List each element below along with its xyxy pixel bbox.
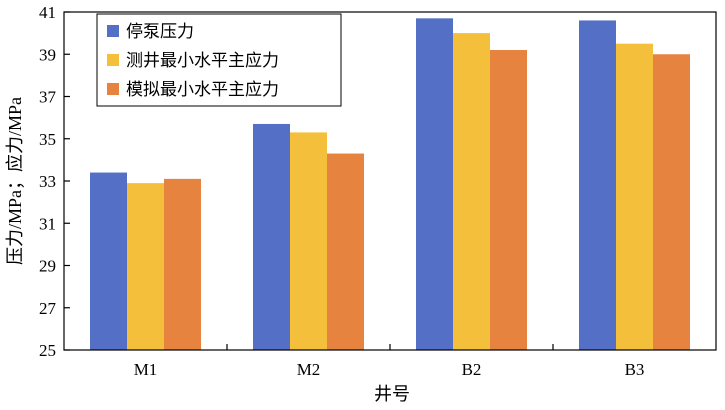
y-tick-label: 39	[39, 45, 56, 64]
legend-swatch	[107, 83, 119, 95]
axes-layer: 25 27 29 31 33 35 37 39 41 M1 M2 B2 B3	[39, 3, 717, 379]
legend-swatch	[107, 25, 119, 37]
bar-B3-series-2	[616, 43, 653, 350]
legend-box	[96, 13, 342, 107]
bar-B3-series-1	[579, 20, 616, 350]
bar-M2-series-1	[253, 123, 290, 351]
bar-M1-series-3	[164, 178, 201, 350]
y-tick-label: 31	[39, 214, 56, 233]
legend-label: 模拟最小水平主应力	[126, 80, 279, 99]
x-tick-label: M1	[134, 360, 158, 379]
bar-B2-series-3	[490, 50, 527, 351]
y-tick-label: 33	[39, 172, 56, 191]
y-tick-label: 35	[39, 130, 56, 149]
y-axis-title: 压力/MPa；应力/MPa	[5, 97, 25, 265]
x-tick-label: B2	[462, 360, 482, 379]
x-tick-label: B3	[625, 360, 645, 379]
bar-M2-series-2	[290, 132, 327, 350]
bars-layer	[90, 18, 690, 351]
legend-swatch	[107, 54, 119, 66]
y-tick-label: 37	[39, 88, 57, 107]
legend-label: 测井最小水平主应力	[126, 51, 279, 70]
x-axis-title: 井号	[374, 384, 410, 404]
bar-M1-series-1	[90, 172, 127, 350]
bar-M1-series-2	[127, 183, 164, 350]
x-tick-label: M2	[297, 360, 321, 379]
bar-B2-series-2	[453, 33, 490, 350]
y-tick-label: 29	[39, 257, 56, 276]
y-tick-label: 27	[39, 299, 57, 318]
bar-B2-series-1	[416, 18, 453, 351]
legend-label: 停泵压力	[126, 22, 194, 41]
bar-M2-series-3	[327, 153, 364, 350]
y-tick-label: 25	[39, 341, 56, 360]
y-tick-label: 41	[39, 3, 56, 22]
bar-B3-series-3	[653, 54, 690, 350]
